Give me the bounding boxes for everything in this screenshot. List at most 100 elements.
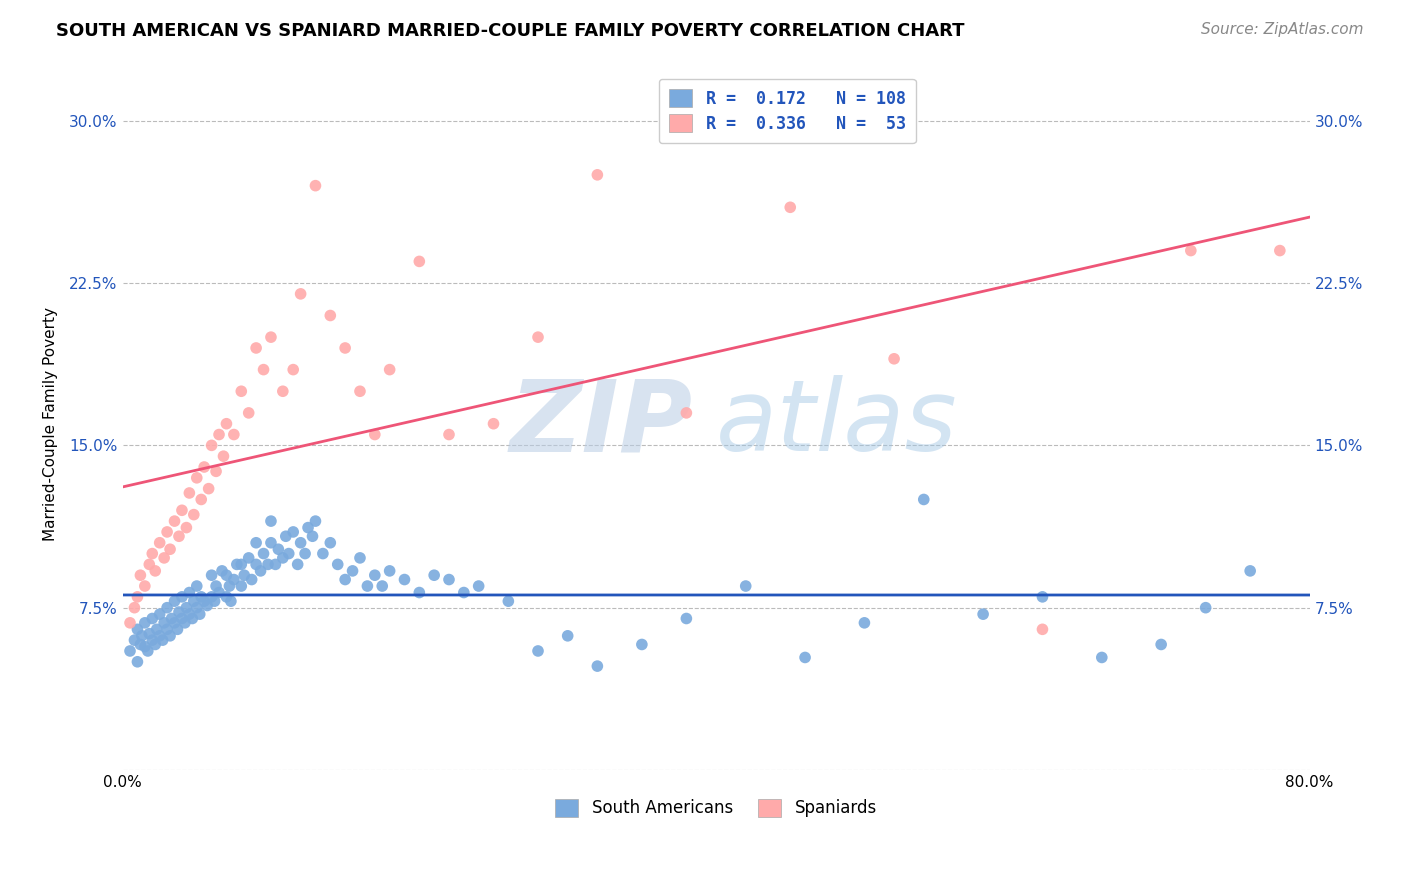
- Point: [349, 550, 371, 565]
- Point: [138, 558, 160, 572]
- Point: [118, 644, 141, 658]
- Point: [215, 568, 238, 582]
- Point: [127, 655, 149, 669]
- Point: [245, 341, 267, 355]
- Point: [267, 542, 290, 557]
- Point: [231, 384, 253, 399]
- Point: [170, 503, 193, 517]
- Point: [794, 650, 817, 665]
- Point: [319, 535, 342, 549]
- Point: [134, 579, 156, 593]
- Point: [1031, 623, 1053, 637]
- Point: [297, 520, 319, 534]
- Point: [193, 594, 215, 608]
- Point: [141, 547, 163, 561]
- Point: [149, 629, 172, 643]
- Point: [124, 600, 146, 615]
- Point: [170, 590, 193, 604]
- Point: [349, 384, 371, 399]
- Text: atlas: atlas: [716, 376, 957, 472]
- Point: [853, 615, 876, 630]
- Point: [1091, 650, 1114, 665]
- Text: SOUTH AMERICAN VS SPANIARD MARRIED-COUPLE FAMILY POVERTY CORRELATION CHART: SOUTH AMERICAN VS SPANIARD MARRIED-COUPL…: [56, 22, 965, 40]
- Point: [290, 535, 312, 549]
- Point: [166, 623, 188, 637]
- Point: [167, 529, 190, 543]
- Point: [394, 573, 416, 587]
- Point: [131, 629, 153, 643]
- Point: [138, 626, 160, 640]
- Point: [219, 594, 242, 608]
- Point: [631, 638, 654, 652]
- Point: [149, 607, 172, 622]
- Point: [378, 564, 401, 578]
- Point: [134, 615, 156, 630]
- Point: [190, 590, 212, 604]
- Point: [183, 508, 205, 522]
- Point: [240, 573, 263, 587]
- Point: [245, 535, 267, 549]
- Point: [141, 633, 163, 648]
- Point: [356, 579, 378, 593]
- Point: [149, 535, 172, 549]
- Point: [159, 542, 181, 557]
- Point: [364, 568, 387, 582]
- Point: [467, 579, 489, 593]
- Point: [208, 427, 231, 442]
- Point: [1239, 564, 1261, 578]
- Point: [153, 550, 176, 565]
- Point: [260, 535, 283, 549]
- Point: [1180, 244, 1202, 258]
- Point: [179, 585, 201, 599]
- Text: ZIP: ZIP: [509, 376, 692, 472]
- Point: [245, 558, 267, 572]
- Point: [134, 640, 156, 654]
- Point: [215, 417, 238, 431]
- Point: [233, 568, 256, 582]
- Point: [204, 594, 226, 608]
- Point: [264, 558, 287, 572]
- Point: [170, 611, 193, 625]
- Point: [371, 579, 394, 593]
- Point: [201, 438, 224, 452]
- Point: [972, 607, 994, 622]
- Point: [437, 573, 460, 587]
- Point: [437, 427, 460, 442]
- Point: [208, 585, 231, 599]
- Point: [1150, 638, 1173, 652]
- Point: [225, 558, 247, 572]
- Point: [252, 547, 274, 561]
- Point: [326, 558, 349, 572]
- Point: [586, 659, 609, 673]
- Point: [333, 573, 356, 587]
- Point: [333, 341, 356, 355]
- Point: [222, 573, 245, 587]
- Point: [152, 633, 174, 648]
- Point: [211, 564, 233, 578]
- Point: [294, 547, 316, 561]
- Point: [277, 547, 299, 561]
- Point: [271, 550, 294, 565]
- Point: [319, 309, 342, 323]
- Point: [586, 168, 609, 182]
- Point: [260, 514, 283, 528]
- Point: [197, 482, 219, 496]
- Point: [167, 605, 190, 619]
- Point: [193, 460, 215, 475]
- Point: [222, 427, 245, 442]
- Point: [159, 629, 181, 643]
- Y-axis label: Married-Couple Family Poverty: Married-Couple Family Poverty: [44, 307, 58, 541]
- Point: [141, 611, 163, 625]
- Point: [136, 644, 159, 658]
- Point: [181, 611, 204, 625]
- Point: [145, 623, 167, 637]
- Point: [453, 585, 475, 599]
- Point: [364, 427, 387, 442]
- Point: [231, 558, 253, 572]
- Point: [238, 550, 260, 565]
- Point: [290, 286, 312, 301]
- Point: [129, 568, 152, 582]
- Point: [186, 600, 208, 615]
- Point: [205, 464, 228, 478]
- Point: [675, 611, 697, 625]
